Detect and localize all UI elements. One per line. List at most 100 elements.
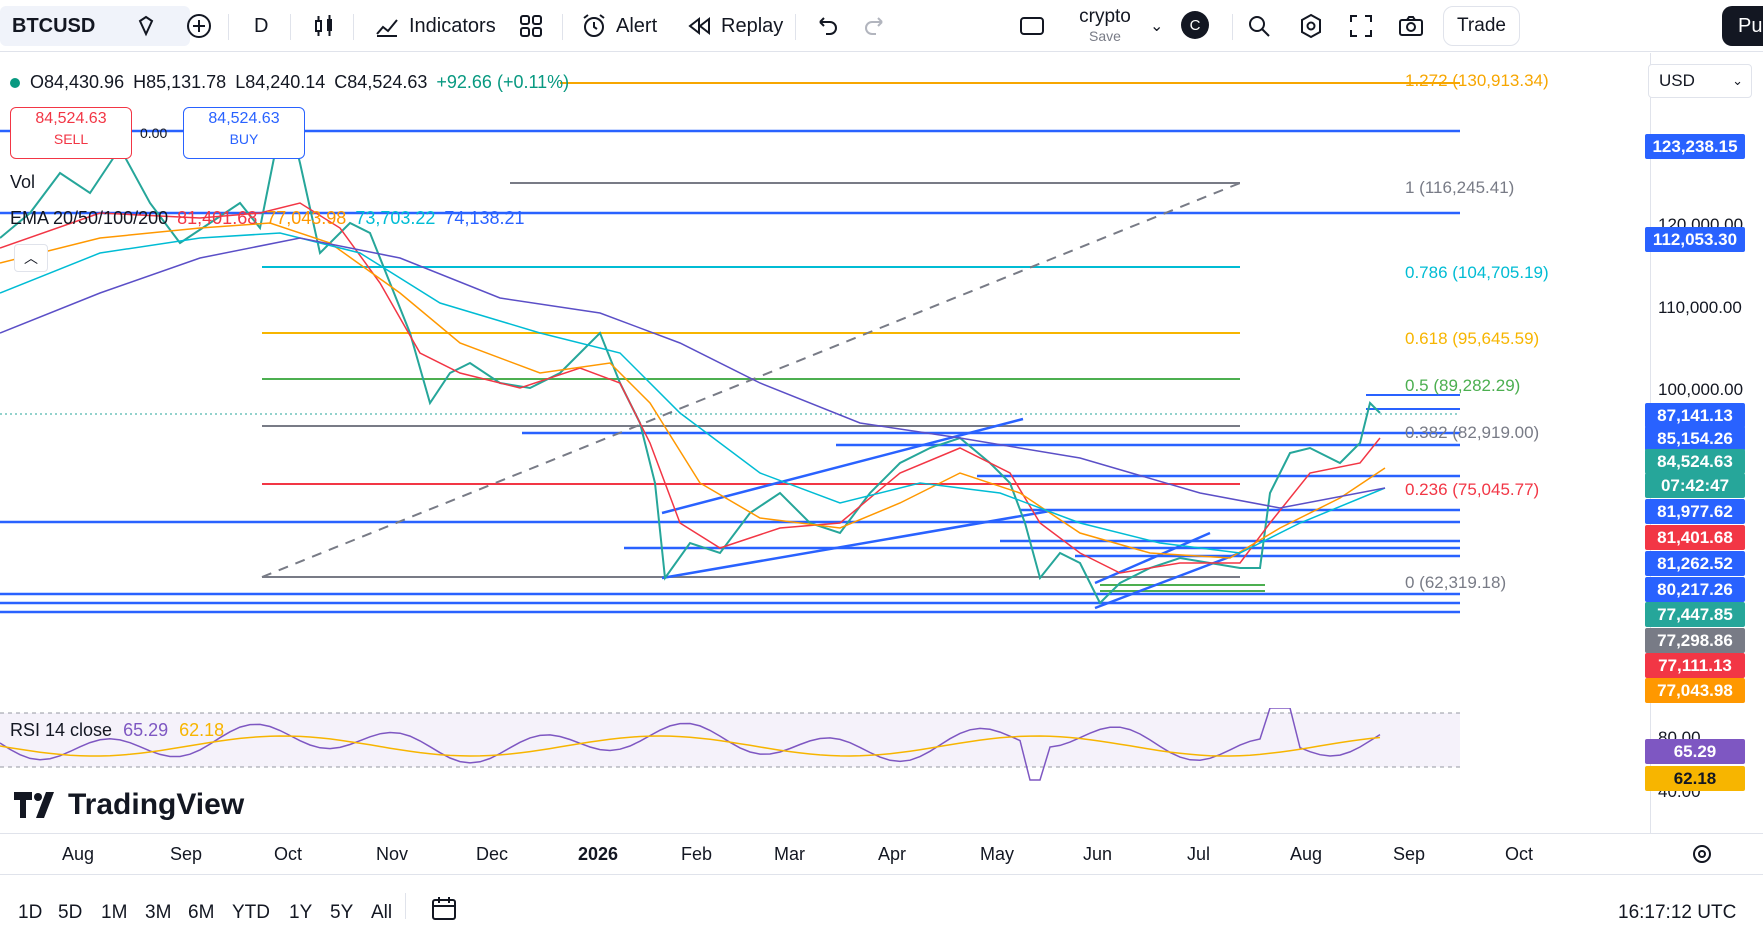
rsi-pane[interactable]: [0, 708, 1650, 833]
time-axis[interactable]: Aug Sep Oct Nov Dec 2026 Feb Mar Apr May Jun Jul Aug…: [0, 833, 1763, 874]
toolbar-divider: [795, 14, 796, 40]
market-open-dot: [10, 78, 20, 88]
indicators-button[interactable]: Indicators: [373, 6, 496, 46]
time-axis-label: Mar: [774, 844, 805, 864]
trade-button[interactable]: Trade: [1443, 6, 1520, 46]
camera-icon[interactable]: [1397, 6, 1425, 46]
rsi-ma-label: 62.18: [1645, 766, 1745, 791]
replay-button[interactable]: Replay: [685, 6, 783, 46]
toolbar-divider: [405, 893, 406, 919]
price-label: 81,401.68: [1645, 525, 1745, 550]
legend-high: H85,131.78: [133, 72, 227, 92]
redo-icon[interactable]: [862, 6, 890, 46]
chevron-down-icon[interactable]: ⌄: [1150, 18, 1164, 35]
layout-save-label: Save: [1089, 28, 1121, 44]
settings-icon[interactable]: [1690, 842, 1714, 866]
bottom-toolbar: 1D 5D 1M 3M 6M YTD 1Y 5Y All 16:17:12 UTC: [0, 874, 1763, 941]
price-label: 77,447.85: [1645, 602, 1745, 627]
settings-icon[interactable]: [1297, 6, 1325, 46]
price-label: 84,524.63: [1645, 449, 1745, 474]
alert-button[interactable]: Alert: [580, 6, 657, 46]
ema-legend[interactable]: EMA 20/50/100/200 81,401.68 77,043.98 73…: [10, 208, 529, 229]
range-button[interactable]: 3M: [145, 902, 172, 923]
time-axis-label: Jul: [1187, 844, 1211, 864]
interval-button[interactable]: D: [254, 14, 269, 37]
tradingview-logo-icon: [14, 792, 54, 818]
price-label: 81,977.62: [1645, 499, 1745, 524]
rsi-legend[interactable]: RSI 14 close 65.29 62.18: [10, 720, 224, 741]
price-scale-tick: 110,000.00: [1658, 298, 1742, 317]
calendar-icon[interactable]: [430, 895, 458, 923]
quick-search-icon[interactable]: [1245, 6, 1273, 46]
clock[interactable]: 16:17:12 UTC: [1618, 902, 1737, 923]
buy-label: BUY: [229, 131, 259, 147]
time-axis-label: Apr: [878, 844, 907, 864]
ema100-line: [0, 232, 1386, 554]
ema-label: EMA 20/50/100/200: [10, 208, 169, 228]
ema20-value: 81,401.68: [177, 208, 258, 228]
candles-icon[interactable]: [310, 6, 338, 46]
fib-level-label: 1.272 (130,913.34): [1405, 71, 1549, 90]
price-label: 87,141.13: [1645, 403, 1745, 428]
publish-button[interactable]: Pu: [1722, 6, 1763, 46]
range-button[interactable]: All: [371, 902, 393, 923]
avatar[interactable]: C: [1181, 11, 1209, 39]
range-button[interactable]: 1D: [18, 902, 43, 923]
toolbar-divider: [290, 14, 291, 40]
range-button[interactable]: 6M: [188, 902, 215, 923]
buy-button[interactable]: 84,524.63 BUY: [183, 107, 305, 159]
layout-name[interactable]: crypto Save: [1070, 6, 1140, 44]
indicators-icon: [376, 19, 398, 37]
symbol-search[interactable]: [0, 6, 190, 46]
legend-change: +92.66 (+0.11%): [436, 72, 570, 92]
add-symbol-icon[interactable]: [185, 6, 213, 46]
price-line: [0, 120, 1381, 605]
fib-level-label: 0.786 (104,705.19): [1405, 263, 1549, 282]
price-chart[interactable]: [0, 53, 1650, 707]
range-button[interactable]: 1Y: [289, 902, 313, 923]
currency-select[interactable]: USD ⌄: [1648, 64, 1752, 98]
time-axis-label: May: [980, 844, 1015, 864]
replay-label: Replay: [721, 14, 784, 37]
range-button[interactable]: YTD: [232, 902, 270, 923]
sell-price: 84,524.63: [35, 110, 107, 127]
time-axis-label: 2026: [578, 844, 619, 864]
layout-name-label: crypto: [1079, 6, 1131, 27]
legend-open: O84,430.96: [30, 72, 125, 92]
time-axis-label: Dec: [476, 844, 509, 864]
rsi-ma-legend: 62.18: [179, 720, 225, 740]
time-axis-label: Nov: [376, 844, 409, 864]
sell-button[interactable]: 84,524.63 SELL: [10, 107, 132, 159]
layout-icon[interactable]: [1018, 6, 1046, 46]
templates-icon[interactable]: [517, 6, 545, 46]
currency-label: USD: [1659, 71, 1695, 90]
compare-icon[interactable]: [132, 6, 160, 46]
price-label: 85,154.26: [1645, 426, 1745, 451]
toolbar-divider: [1232, 14, 1233, 40]
ohlc-legend: O84,430.96 H85,131.78 L84,240.14 C84,524…: [10, 72, 573, 93]
fib-level-label: 0 (62,319.18): [1405, 573, 1507, 592]
undo-icon[interactable]: [812, 6, 840, 46]
collapse-legend-button[interactable]: ︿: [14, 244, 48, 272]
trend-line: [261, 182, 1241, 578]
time-axis-label: Sep: [1393, 844, 1426, 864]
fullscreen-icon[interactable]: [1347, 6, 1375, 46]
legend-close: C84,524.63: [334, 72, 428, 92]
ema50-value: 77,043.98: [266, 208, 347, 228]
price-label: 112,053.30: [1645, 227, 1745, 252]
range-button[interactable]: 5Y: [330, 902, 354, 923]
price-label: 77,298.86: [1645, 628, 1745, 653]
range-button[interactable]: 5D: [58, 902, 83, 923]
rsi-line: [0, 708, 1381, 781]
range-button[interactable]: 1M: [101, 902, 128, 923]
price-label: 07:42:47: [1645, 473, 1745, 498]
fib-level-label: 0.236 (75,045.77): [1405, 480, 1540, 499]
price-label: 123,238.15: [1645, 134, 1745, 159]
toolbar-divider: [353, 14, 354, 40]
time-axis-label: Aug: [1290, 844, 1323, 864]
volume-legend[interactable]: Vol: [10, 172, 36, 192]
symbol-name[interactable]: BTCUSD: [12, 14, 96, 37]
rsi-ma-line: [0, 735, 1381, 757]
price-label: 77,043.98: [1645, 678, 1745, 703]
rsi-value-legend: 65.29: [123, 720, 169, 740]
